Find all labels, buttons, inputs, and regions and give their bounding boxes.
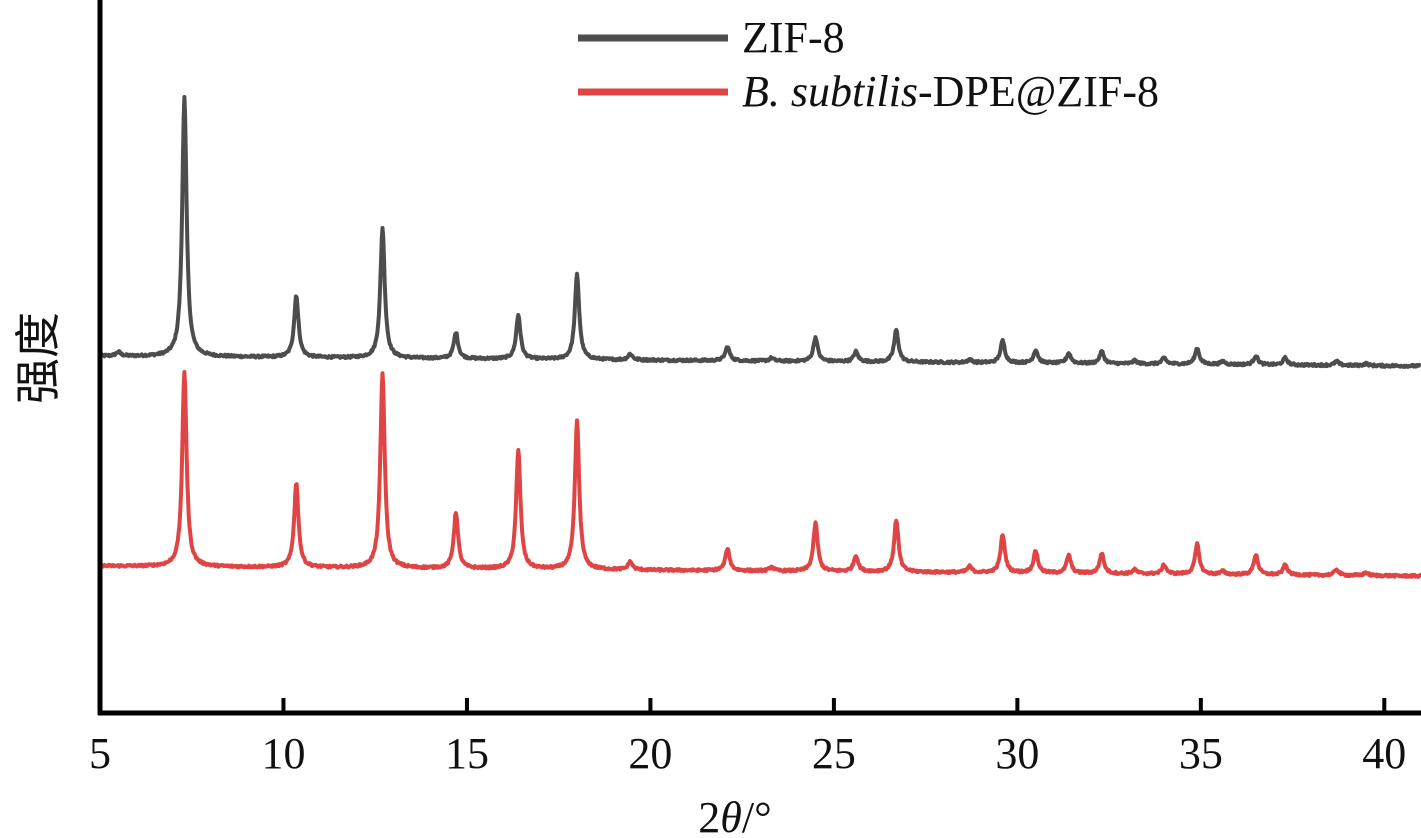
legend: ZIF-8 B. subtilis-DPE@ZIF-8 (578, 13, 1159, 116)
legend-label-zif8: ZIF-8 (742, 13, 845, 62)
x-axis-title: 2θ/° (698, 793, 771, 838)
x-tick-label: 5 (89, 729, 111, 778)
x-tick-label: 40 (1362, 729, 1406, 778)
series-line-1 (98, 370, 1421, 579)
series-line-0 (98, 95, 1421, 369)
x-ticks: 5 10 15 20 25 30 35 40 (89, 698, 1406, 778)
x-tick-label: 30 (995, 729, 1039, 778)
x-tick-label: 25 (812, 729, 856, 778)
series-layer (98, 95, 1421, 579)
y-axis-title: 强度 (11, 312, 65, 404)
x-tick-label: 15 (445, 729, 489, 778)
x-tick-label: 20 (628, 729, 672, 778)
x-tick-label: 35 (1179, 729, 1223, 778)
x-tick-label: 10 (261, 729, 305, 778)
legend-label-bsubtilis: B. subtilis-DPE@ZIF-8 (742, 67, 1159, 116)
